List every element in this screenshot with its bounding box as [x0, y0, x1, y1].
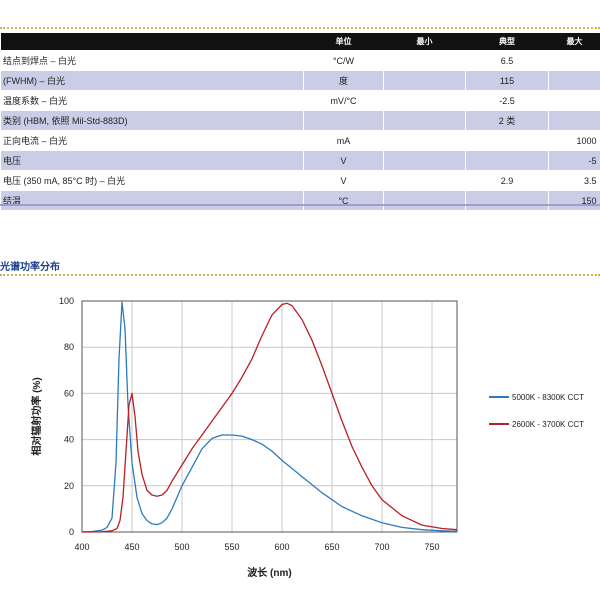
table-row: (FWHM) – 白光 度 115	[0, 70, 600, 91]
row-max	[548, 50, 600, 71]
spectral-power-chart: 0 20 40 60 80 100 400 450 500 550 600 650 700 750 波长…	[30, 296, 584, 579]
row-param: (FWHM) – 白光	[0, 70, 304, 91]
row-param: 结温	[0, 190, 304, 210]
table-bottom-rule	[0, 204, 600, 206]
row-min	[383, 130, 466, 151]
y-tick-label: 0	[69, 527, 74, 537]
y-tick-labels: 0 20 40 60 80 100	[59, 296, 74, 537]
row-unit: mA	[303, 130, 384, 151]
row-min	[383, 150, 466, 171]
table-row: 温度系数 – 白光 mV/°C -2.5	[0, 90, 600, 111]
section-dotted-divider	[0, 274, 600, 276]
row-typ	[465, 190, 549, 210]
row-unit	[303, 110, 384, 131]
header-parameter	[0, 33, 304, 51]
header-max: 最大	[548, 33, 600, 51]
spec-table: 单位 最小 典型 最大 结点到焊点 – 白光 °C/W 6.5 (FWHM) –…	[0, 33, 600, 210]
y-axis-label: 相对辐射功率 (%)	[30, 377, 43, 455]
x-tick-label: 500	[174, 542, 189, 552]
row-param: 正向电流 – 白光	[0, 130, 304, 151]
y-tick-label: 20	[64, 481, 74, 491]
plot-frame	[81, 300, 458, 533]
row-max: 1000	[548, 130, 600, 151]
row-param: 电压	[0, 150, 304, 171]
y-tick-label: 80	[64, 342, 74, 352]
row-param: 类别 (HBM, 依照 Mil-Std-883D)	[0, 110, 304, 131]
row-min	[383, 110, 466, 131]
row-unit: V	[303, 150, 384, 171]
row-unit: V	[303, 170, 384, 191]
table-row: 电压 (350 mA, 85°C 时) – 白光 V 2.9 3.5	[0, 170, 600, 191]
row-max	[548, 70, 600, 91]
x-tick-label: 400	[74, 542, 89, 552]
x-tick-label: 700	[374, 542, 389, 552]
row-max: 150	[548, 190, 600, 210]
x-tick-labels: 400 450 500 550 600 650 700 750	[74, 542, 439, 552]
row-param: 温度系数 – 白光	[0, 90, 304, 111]
row-typ: 2.9	[465, 170, 549, 191]
row-max: 3.5	[548, 170, 600, 191]
row-typ: 6.5	[465, 50, 549, 71]
legend-label: 2600K - 3700K CCT	[512, 420, 584, 429]
table-row: 正向电流 – 白光 mA 1000	[0, 130, 600, 151]
table-row: 结温 °C 150	[0, 190, 600, 210]
row-max	[548, 110, 600, 131]
row-min	[383, 70, 466, 91]
spec-table-header: 单位 最小 典型 最大	[0, 33, 600, 51]
table-row: 结点到焊点 – 白光 °C/W 6.5	[0, 50, 600, 71]
section-title: 光谱功率分布	[0, 262, 60, 273]
row-min	[383, 50, 466, 71]
x-tick-label: 600	[274, 542, 289, 552]
table-row: 电压 V -5	[0, 150, 600, 171]
chart-grid	[81, 300, 457, 533]
x-tick-label: 750	[424, 542, 439, 552]
row-unit: °C	[303, 190, 384, 210]
header-unit: 单位	[303, 33, 384, 51]
y-tick-label: 40	[64, 435, 74, 445]
table-row: 类别 (HBM, 依照 Mil-Std-883D) 2 类	[0, 110, 600, 131]
x-tick-label: 550	[224, 542, 239, 552]
row-unit: mV/°C	[303, 90, 384, 111]
row-min	[383, 190, 466, 210]
chart-series	[81, 301, 458, 533]
legend-label: 5000K - 8300K CCT	[512, 393, 584, 402]
row-min	[383, 90, 466, 111]
top-dotted-divider	[0, 27, 600, 29]
series-line-2	[81, 302, 458, 533]
series-line-1	[81, 301, 458, 533]
row-max	[548, 90, 600, 111]
row-unit: °C/W	[303, 50, 384, 71]
x-axis-label: 波长 (nm)	[247, 566, 291, 579]
row-typ	[465, 130, 549, 151]
row-typ	[465, 150, 549, 171]
row-max: -5	[548, 150, 600, 171]
row-typ: 115	[465, 70, 549, 91]
y-tick-label: 100	[59, 296, 74, 306]
y-tick-label: 60	[64, 388, 74, 398]
row-param: 电压 (350 mA, 85°C 时) – 白光	[0, 170, 304, 191]
row-typ: -2.5	[465, 90, 549, 111]
header-typ: 典型	[465, 33, 549, 51]
x-tick-label: 450	[124, 542, 139, 552]
row-param: 结点到焊点 – 白光	[0, 50, 304, 71]
row-min	[383, 170, 466, 191]
row-unit: 度	[303, 70, 384, 91]
x-tick-label: 650	[324, 542, 339, 552]
row-typ: 2 类	[465, 110, 549, 131]
chart-legend: 5000K - 8300K CCT 2600K - 3700K CCT	[489, 393, 584, 429]
header-min: 最小	[383, 33, 466, 51]
